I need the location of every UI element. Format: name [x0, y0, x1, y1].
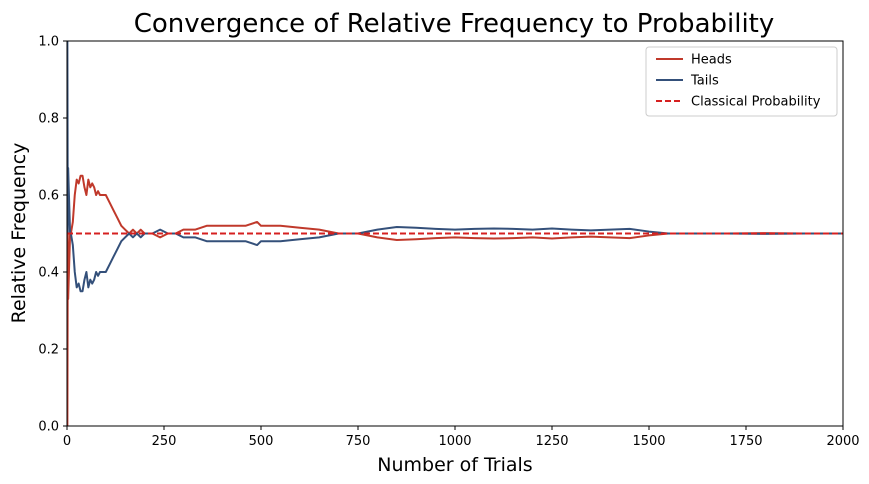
x-tick-label: 0 — [63, 434, 71, 449]
x-tick-label: 750 — [346, 434, 371, 449]
x-tick-label: 250 — [152, 434, 177, 449]
y-tick-label: 0.2 — [38, 343, 59, 358]
x-tick-label: 500 — [249, 434, 274, 449]
x-tick-label: 1750 — [729, 434, 762, 449]
y-tick-label: 0.8 — [38, 112, 59, 127]
y-tick-label: 0.6 — [38, 189, 59, 204]
legend-label: Tails — [690, 74, 719, 89]
series-line-heads — [67, 174, 843, 426]
legend: Heads Tails Classical Probability — [645, 46, 838, 117]
y-tick-label: 0.4 — [38, 266, 59, 281]
y-tick-label: 1.0 — [38, 35, 59, 50]
x-tick-label: 1500 — [632, 434, 665, 449]
legend-label: Classical Probability — [691, 95, 821, 110]
x-tick-label: 1000 — [438, 434, 471, 449]
y-tick-label: 0.0 — [38, 420, 59, 435]
series-layer — [67, 41, 843, 426]
legend-box — [645, 46, 838, 117]
x-tick-label: 2000 — [826, 434, 859, 449]
x-axis: 0 250 500 750 1000 1250 1500 1750 2000 — [63, 426, 860, 449]
chart-title: Convergence of Relative Frequency to Pro… — [134, 9, 775, 39]
y-axis-label: Relative Frequency — [8, 143, 30, 324]
x-tick-label: 1250 — [535, 434, 568, 449]
legend-label: Heads — [691, 53, 732, 68]
x-axis-label: Number of Trials — [377, 454, 532, 476]
y-axis: 0.0 0.2 0.4 0.6 0.8 1.0 — [38, 35, 67, 435]
